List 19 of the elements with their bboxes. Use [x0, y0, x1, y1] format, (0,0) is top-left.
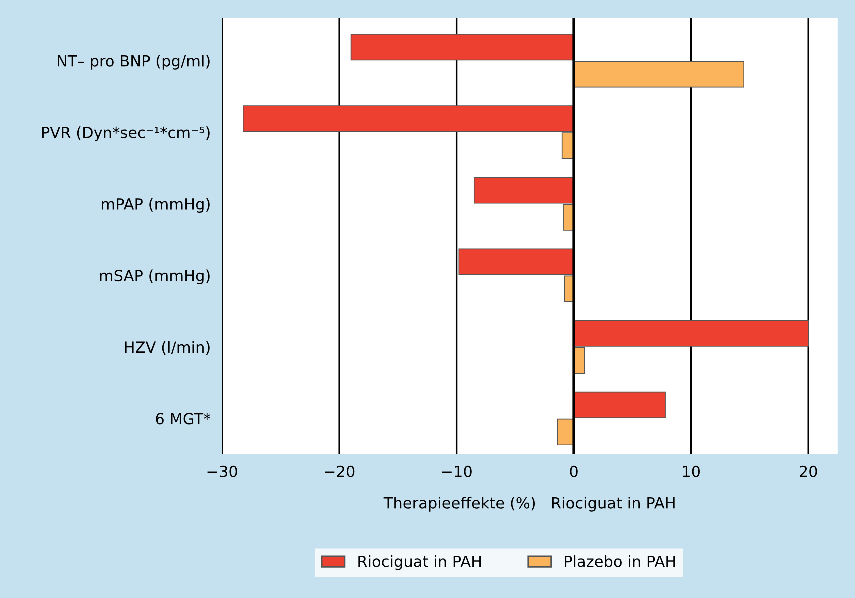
- y-tick-label: PVR (Dyn*sec⁻¹*cm⁻⁵): [42, 126, 210, 142]
- y-tick-label: 6 MGT*: [156, 413, 211, 425]
- x-tick-label: 0: [570, 466, 578, 478]
- bar: [574, 392, 666, 418]
- y-tick-label: mSAP (mmHg): [100, 270, 210, 285]
- legend-label: Plazebo in PAH: [565, 556, 676, 568]
- bar: [557, 418, 574, 446]
- bar: [574, 61, 745, 88]
- x-axis-title: Therapieeffekte (%) Riociguat in PAH: [384, 497, 675, 512]
- x-tick-label: −30: [208, 466, 238, 478]
- y-tick-label: NT– pro BNP (pg/ml): [58, 55, 210, 70]
- bar: [350, 34, 574, 61]
- y-tick-label: mPAP (mmHg): [102, 198, 210, 213]
- x-tick-label: 20: [800, 466, 818, 478]
- x-tick-label: 10: [683, 466, 700, 478]
- x-tick-label: −20: [325, 466, 355, 478]
- y-tick-label: HZV (l/min): [125, 341, 210, 355]
- x-tick-label: −10: [442, 466, 472, 478]
- legend-label: Riociguat in PAH: [358, 556, 482, 570]
